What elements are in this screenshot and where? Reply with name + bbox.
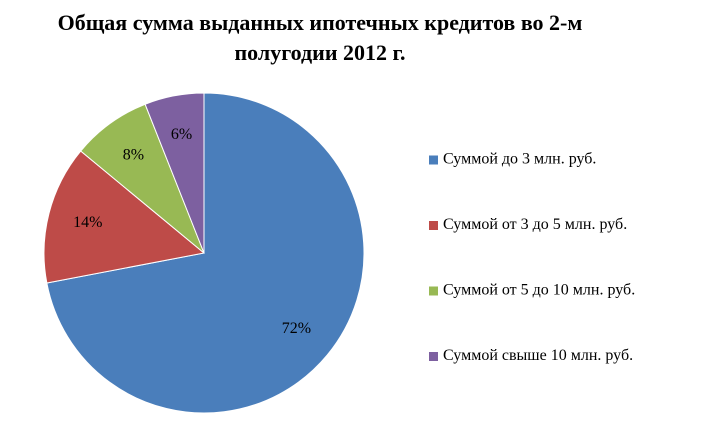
pie-slice [43,150,206,284]
data-label: 8% [123,147,144,164]
pie-slice [46,92,365,414]
data-label: 72% [282,320,311,337]
data-label: 6% [171,126,192,143]
legend-swatch [429,352,438,361]
legend-label: Суммой свыше 10 млн. руб. [443,347,633,364]
legend-label: Суммой от 5 до 10 млн. руб. [443,282,635,299]
legend-label: Суммой до 3 млн. руб. [443,151,596,168]
legend-swatch [429,155,438,165]
legend-swatch [429,286,438,296]
legend-label: Суммой от 3 до 5 млн. руб. [443,216,627,233]
pie-slice [144,92,205,254]
chart-title: Общая сумма выданных ипотечных кредитов … [57,10,583,65]
data-label: 14% [73,214,102,231]
legend-swatch [429,221,438,230]
